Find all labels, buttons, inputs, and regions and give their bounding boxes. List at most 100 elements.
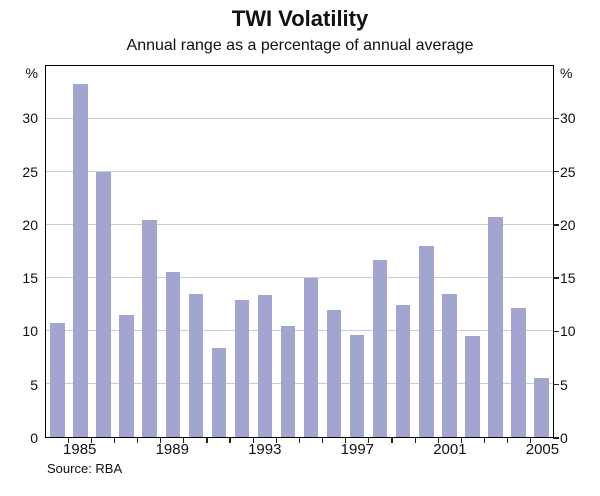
gridline-15	[46, 277, 553, 278]
x-tick-mark-10	[275, 437, 277, 443]
y-axis-unit-left: %	[25, 65, 38, 81]
bar-1990	[188, 293, 204, 437]
bar-2001	[442, 293, 457, 437]
bar-slot-1993	[253, 66, 276, 437]
gridline-25	[46, 171, 553, 172]
x-tick-mark-20	[507, 437, 509, 443]
bar-2002	[465, 336, 480, 437]
plot-area	[45, 65, 554, 438]
y-tick-mark-right-0	[553, 437, 559, 439]
source-note: Source: RBA	[47, 461, 123, 476]
bar-1991	[211, 347, 227, 437]
bar-slot-2002	[461, 66, 484, 437]
x-tick-mark-13	[345, 437, 347, 443]
y-tick-label-right-15: 15	[560, 270, 576, 287]
bar-2005	[534, 377, 549, 437]
bar-1996	[326, 309, 342, 437]
bar-1987	[119, 315, 134, 437]
bar-slot-1990	[184, 66, 207, 437]
bar-2000	[419, 246, 434, 437]
x-tick-mark-16	[414, 437, 416, 443]
y-tick-label-left-15: 15	[22, 270, 38, 287]
bar-slot-1988	[138, 66, 161, 437]
bar-slot-1999	[392, 66, 415, 437]
x-tick-mark-15	[391, 437, 393, 443]
bar-1994	[280, 325, 296, 437]
bar-slot-2005	[530, 66, 553, 437]
gridline-10	[46, 330, 553, 331]
x-tick-mark-17	[437, 437, 439, 443]
bar-series	[46, 66, 553, 437]
x-tick-label-1997: 1997	[340, 441, 375, 458]
bar-1995	[303, 278, 319, 437]
y-tick-mark-right-30	[553, 117, 559, 119]
bar-slot-2004	[507, 66, 530, 437]
y-tick-label-left-20: 20	[22, 216, 38, 233]
chart-subtitle: Annual range as a percentage of annual a…	[126, 37, 474, 54]
y-tick-label-right-5: 5	[560, 376, 568, 393]
x-tick-mark-9	[252, 437, 254, 443]
x-tick-mark-8	[229, 437, 231, 443]
y-tick-label-right-0: 0	[560, 430, 568, 446]
bar-slot-1997	[346, 66, 369, 437]
x-tick-label-2005: 2005	[525, 441, 560, 458]
bar-1993	[257, 294, 273, 437]
y-tick-mark-right-5	[553, 384, 559, 386]
x-tick-mark-4	[136, 437, 139, 443]
bar-1992	[234, 300, 250, 437]
x-tick-label-1993: 1993	[248, 441, 282, 458]
x-tick-label-1985: 1985	[63, 441, 97, 458]
bar-slot-2003	[484, 66, 507, 437]
gridline-5	[46, 383, 553, 384]
bar-slot-1998	[369, 66, 392, 437]
bar-slot-2001	[438, 66, 461, 437]
bar-slot-1985	[69, 66, 92, 437]
x-tick-mark-21	[530, 437, 532, 443]
gridline-30	[46, 118, 553, 119]
x-tick-mark-19	[483, 437, 486, 443]
y-tick-label-right-30: 30	[560, 110, 576, 127]
x-tick-mark-2	[90, 437, 92, 443]
gridline-20	[46, 224, 553, 225]
y-tick-mark-right-10	[553, 330, 559, 333]
y-tick-mark-right-20	[553, 224, 559, 226]
x-tick-mark-12	[322, 437, 324, 443]
bar-slot-1986	[92, 66, 115, 437]
y-tick-label-left-0: 0	[30, 430, 38, 446]
x-tick-mark-3	[113, 437, 115, 443]
y-tick-mark-right-25	[553, 170, 559, 173]
x-tick-label-1989: 1989	[155, 441, 189, 458]
bar-slot-1994	[276, 66, 299, 437]
bar-slot-1991	[207, 66, 230, 437]
bar-2004	[511, 307, 526, 437]
bar-1985	[73, 84, 88, 437]
bar-1986	[96, 172, 111, 437]
bar-slot-1995	[300, 66, 323, 437]
y-tick-label-right-25: 25	[560, 163, 576, 180]
bar-slot-1992	[230, 66, 253, 437]
bar-1989	[165, 271, 181, 437]
x-tick-mark-7	[206, 437, 208, 443]
y-tick-label-left-25: 25	[22, 163, 38, 180]
y-tick-label-right-20: 20	[560, 216, 576, 233]
x-tick-mark-6	[183, 437, 185, 443]
bar-slot-1989	[161, 66, 184, 437]
x-tick-mark-18	[460, 437, 463, 443]
y-tick-label-left-30: 30	[22, 110, 38, 127]
bar-1988	[142, 219, 157, 437]
gridlines	[46, 66, 553, 437]
bar-slot-1996	[323, 66, 346, 437]
bar-slot-1987	[115, 66, 138, 437]
y-axis-unit-right: %	[560, 65, 573, 81]
y-tick-label-right-10: 10	[560, 323, 576, 340]
x-tick-mark-5	[160, 437, 162, 443]
bar-1999	[395, 304, 411, 437]
x-tick-mark-14	[368, 437, 370, 443]
bar-1997	[349, 335, 365, 437]
bar-1998	[372, 259, 388, 437]
bar-slot-1984	[46, 66, 69, 437]
chart-title: TWI Volatility	[231, 6, 369, 31]
y-tick-label-left-5: 5	[30, 376, 38, 393]
y-tick-mark-right-15	[553, 277, 559, 279]
